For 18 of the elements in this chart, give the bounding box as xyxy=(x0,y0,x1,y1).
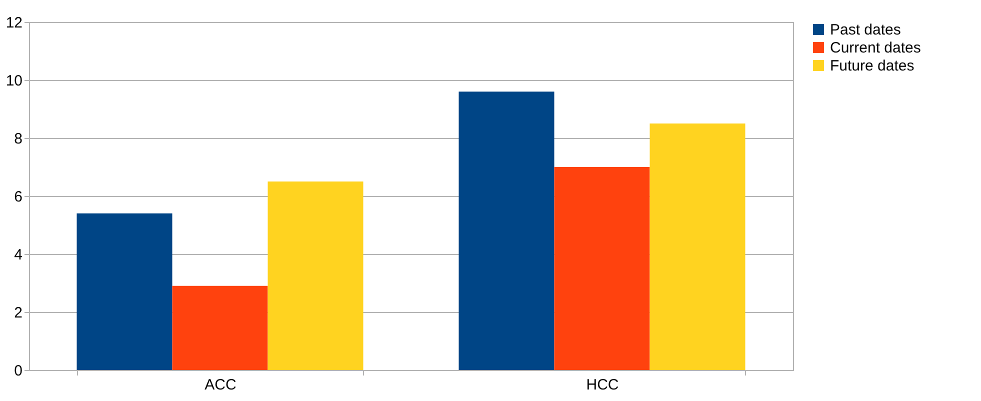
bar xyxy=(76,213,172,370)
y-tick-label: 6 xyxy=(14,188,22,206)
y-tick-label: 0 xyxy=(14,362,22,380)
legend-label: Current dates xyxy=(830,40,921,56)
bar xyxy=(268,182,364,370)
x-tick-label: ACC xyxy=(204,376,236,394)
bar xyxy=(650,124,746,370)
y-tick-label: 12 xyxy=(6,14,22,32)
y-tick-label: 10 xyxy=(6,72,22,90)
bar xyxy=(172,286,268,370)
y-tick-label: 2 xyxy=(14,304,22,322)
bar xyxy=(458,92,554,370)
x-tick-label: HCC xyxy=(586,376,619,394)
y-tick-label: 4 xyxy=(14,246,22,264)
legend-label: Past dates xyxy=(830,22,901,38)
legend-label: Future dates xyxy=(830,58,914,74)
y-tick-label: 8 xyxy=(14,130,22,148)
bar xyxy=(554,167,650,370)
